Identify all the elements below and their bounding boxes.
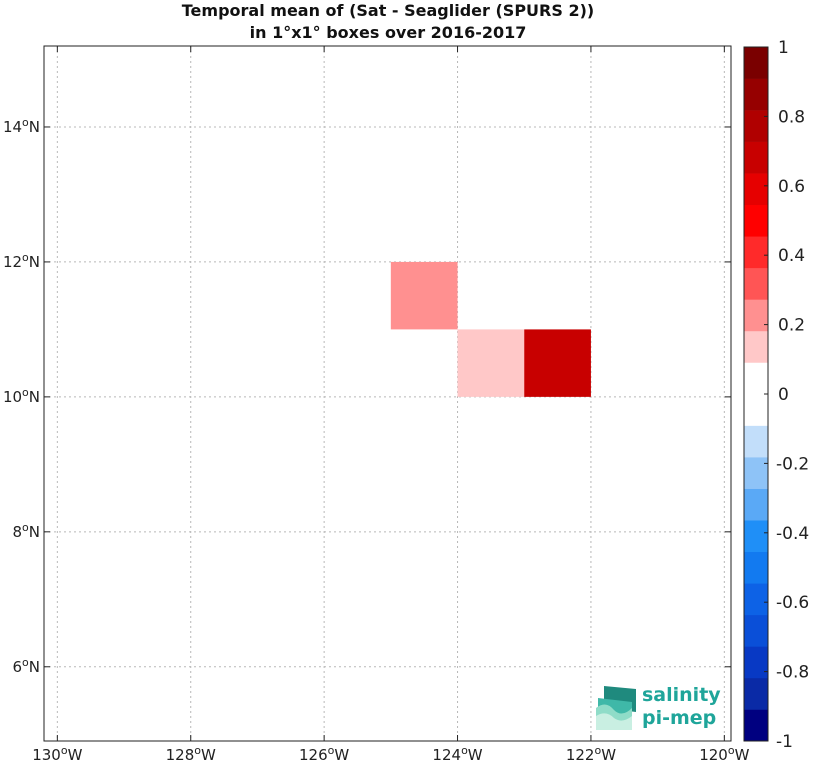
- data-cell: [524, 329, 591, 397]
- data-cell: [390, 261, 458, 330]
- colorbar-segment: [744, 677, 768, 710]
- colorbar-segment: [744, 47, 768, 79]
- colorbar-tick-label: -0.6: [776, 593, 809, 613]
- chart-title: Temporal mean of (Sat - Seaglider (SPURS…: [182, 1, 594, 42]
- data-cells: [390, 261, 591, 397]
- plot-area: 130oW 128oW 126oW 124oW 122oW 120oW 6oN 8oN 10oN…: [3, 45, 750, 763]
- title-line-2: in 1°x1° boxes over 2016-2017: [250, 23, 527, 42]
- colorbar-segment: [744, 78, 768, 111]
- colorbar-tick-label: 0.6: [778, 177, 805, 197]
- x-tick-label: 128oW: [166, 744, 216, 763]
- colorbar-segment: [744, 457, 768, 489]
- colorbar-tick-label: 1: [778, 38, 789, 58]
- colorbar-tick-label: -0.4: [776, 524, 809, 544]
- salinity-pi-mep-logo: salinity pi-mep: [596, 684, 721, 730]
- colorbar-segment: [744, 394, 768, 426]
- colorbar-segment: [744, 330, 768, 363]
- colorbar-tick-label: -0.2: [776, 454, 809, 474]
- y-tick-label: 6oN: [12, 656, 40, 676]
- colorbar-tick-label: 0: [778, 385, 789, 405]
- colorbar-segment: [744, 267, 768, 300]
- grid-lines: [44, 46, 731, 741]
- logo-line-1: salinity: [642, 684, 721, 706]
- colorbar-segment: [744, 709, 768, 742]
- x-tick-label: 122oW: [566, 744, 616, 763]
- data-cell: [457, 329, 525, 397]
- colorbar-segment: [744, 583, 768, 616]
- colorbar-segment: [744, 425, 768, 458]
- y-tick-label: 10oN: [3, 386, 40, 406]
- y-tick-label: 8oN: [12, 521, 40, 541]
- plot-background: [44, 46, 731, 741]
- x-tick-label: 124oW: [432, 744, 482, 763]
- colorbar-segment: [744, 362, 768, 395]
- colorbar-segment: [744, 110, 768, 142]
- title-line-1: Temporal mean of (Sat - Seaglider (SPURS…: [182, 1, 594, 20]
- x-tick-label: 130oW: [32, 744, 82, 763]
- colorbar-segment: [744, 173, 768, 206]
- colorbar-segment: [744, 299, 768, 332]
- colorbar-segment: [744, 488, 768, 521]
- colorbar-segment: [744, 614, 768, 647]
- x-tick-label: 120oW: [699, 744, 749, 763]
- plot-frame: [43, 45, 732, 742]
- colorbar-segment: [744, 141, 768, 174]
- colorbar-segment: [744, 551, 768, 584]
- colorbar-tick-label: -0.8: [776, 663, 809, 683]
- colorbar-tick-label: 0.2: [778, 316, 805, 336]
- y-tick-label: 14oN: [3, 116, 40, 136]
- colorbar-segment: [744, 520, 768, 553]
- colorbar-tick-label: 0.4: [778, 246, 805, 266]
- colorbar-tick-label: 0.8: [778, 107, 805, 127]
- colorbar-segment: [744, 236, 768, 269]
- axis-ticks: 130oW 128oW 126oW 124oW 122oW 120oW 6oN 8oN 10oN…: [3, 46, 750, 763]
- logo-mark-icon: [596, 686, 636, 730]
- x-tick-label: 126oW: [299, 744, 349, 763]
- colorbar: 1 0.8 0.6 0.4 0.2 0 -0.2 -0.4 -0.6 -0.8 -1: [743, 38, 809, 752]
- y-tick-label: 12oN: [3, 251, 40, 271]
- colorbar-segment: [744, 646, 768, 679]
- colorbar-tick-label: -1: [776, 732, 793, 752]
- logo-line-2: pi-mep: [642, 707, 716, 729]
- colorbar-segment: [744, 204, 768, 237]
